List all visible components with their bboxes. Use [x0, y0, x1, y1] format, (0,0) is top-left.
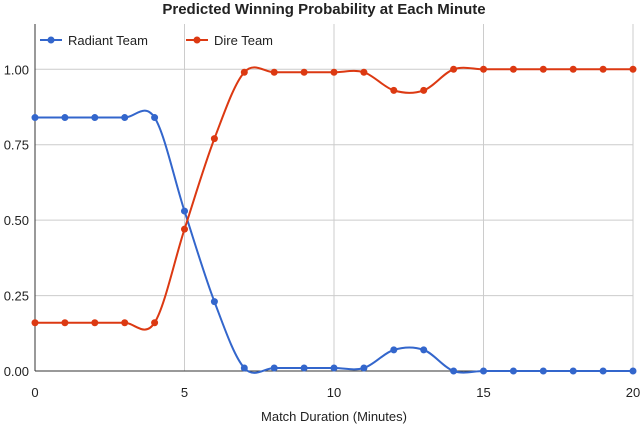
x-tick-label: 10	[327, 385, 341, 400]
dire-team-point	[330, 68, 338, 76]
chart-title: Predicted Winning Probability at Each Mi…	[162, 1, 485, 18]
x-tick-label: 15	[476, 385, 490, 400]
legend-label: Dire Team	[214, 33, 273, 48]
legend: Radiant Team Dire Team	[40, 33, 273, 48]
y-tick-label: 0.00	[4, 364, 29, 379]
dire-team-point	[181, 225, 188, 233]
radiant-team-point	[360, 364, 368, 372]
radiant-team-point	[599, 367, 607, 375]
dire-team-point	[569, 65, 577, 73]
radiant-team-point	[330, 364, 338, 372]
radiant-team-point	[240, 364, 248, 372]
series-lines	[34, 66, 633, 374]
radiant-team-point	[629, 367, 637, 375]
dire-team-point	[480, 65, 487, 73]
axes: 0.00 0.25 0.50 0.75 1.00 0 5 10 15 20	[4, 24, 640, 400]
y-tick-label: 0.50	[4, 213, 29, 228]
y-tick-label: 0.25	[4, 289, 29, 304]
grid-lines	[35, 24, 634, 371]
x-axis-title: Match Duration (Minutes)	[261, 409, 407, 424]
legend-swatch-marker	[47, 36, 55, 44]
radiant-team-point	[270, 364, 278, 372]
radiant-team-point	[181, 207, 188, 215]
radiant-team-point	[480, 367, 487, 375]
radiant-team-point	[31, 114, 39, 122]
dire-team-point	[240, 68, 248, 76]
legend-label: Radiant Team	[68, 33, 148, 48]
legend-swatch-marker	[193, 36, 201, 44]
data-points	[31, 65, 637, 375]
dire-team-point	[61, 319, 69, 327]
dire-team-point	[91, 319, 99, 327]
y-tick-label: 1.00	[4, 62, 29, 77]
x-tick-label: 5	[181, 385, 188, 400]
radiant-team-point	[390, 346, 398, 354]
dire-team-point	[270, 68, 278, 76]
radiant-team-point	[151, 114, 159, 122]
radiant-team-point	[210, 298, 218, 306]
dire-team-point	[210, 135, 218, 143]
dire-team-point	[599, 65, 607, 73]
x-tick-label: 0	[31, 385, 38, 400]
dire-team-point	[420, 86, 428, 94]
y-tick-label: 0.75	[4, 138, 29, 153]
dire-team-point	[390, 86, 398, 94]
dire-team-point	[151, 319, 159, 327]
dire-team-line	[34, 66, 633, 331]
dire-team-point	[539, 65, 547, 73]
dire-team-point	[31, 319, 39, 327]
dire-team-point	[629, 65, 637, 73]
radiant-team-point	[91, 114, 99, 122]
radiant-team-line	[35, 109, 633, 374]
radiant-team-point	[450, 367, 458, 375]
radiant-team-point	[300, 364, 308, 372]
x-tick-label: 20	[626, 385, 640, 400]
dire-team-point	[360, 68, 368, 76]
dire-team-point	[300, 68, 308, 76]
radiant-team-point	[569, 367, 577, 375]
radiant-team-point	[509, 367, 517, 375]
radiant-team-point	[61, 114, 69, 122]
radiant-team-point	[420, 346, 428, 354]
dire-team-point	[450, 65, 458, 73]
dire-team-point	[509, 65, 517, 73]
radiant-team-point	[539, 367, 547, 375]
radiant-team-point	[121, 114, 129, 122]
dire-team-point	[121, 319, 129, 327]
